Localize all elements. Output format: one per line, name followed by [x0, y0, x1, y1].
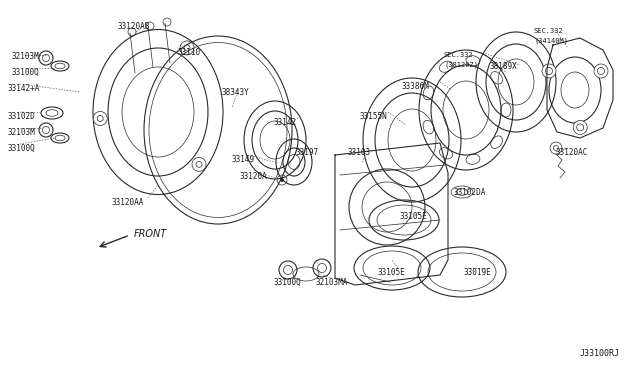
- Text: 33155N: 33155N: [360, 112, 388, 121]
- Text: 38343Y: 38343Y: [222, 88, 250, 97]
- Text: 38189X: 38189X: [490, 62, 518, 71]
- Text: 33100Q: 33100Q: [8, 144, 36, 153]
- Circle shape: [280, 178, 284, 182]
- Text: 32103M: 32103M: [12, 52, 40, 61]
- Text: 33105E: 33105E: [400, 212, 428, 221]
- Text: FRONT: FRONT: [134, 229, 167, 239]
- Text: 33149: 33149: [232, 155, 255, 164]
- Circle shape: [93, 112, 108, 125]
- Text: 32103M: 32103M: [8, 128, 36, 137]
- Circle shape: [192, 157, 206, 171]
- Text: 33019E: 33019E: [464, 268, 492, 277]
- Text: (38120Z): (38120Z): [444, 62, 478, 68]
- Text: SEC.332: SEC.332: [444, 52, 474, 58]
- Text: 33100Q: 33100Q: [274, 278, 301, 287]
- Text: 33102DA: 33102DA: [454, 188, 486, 197]
- Text: J33100RJ: J33100RJ: [580, 349, 620, 358]
- Text: 33110: 33110: [178, 48, 201, 57]
- Text: 33120AB: 33120AB: [118, 22, 150, 31]
- Text: 33100Q: 33100Q: [12, 68, 40, 77]
- Text: 33142: 33142: [274, 118, 297, 127]
- Circle shape: [594, 64, 608, 78]
- Circle shape: [542, 64, 556, 78]
- Text: 33105E: 33105E: [378, 268, 406, 277]
- Text: 33197: 33197: [295, 148, 318, 157]
- Circle shape: [573, 121, 588, 134]
- Text: 33103: 33103: [348, 148, 371, 157]
- Text: 33102D: 33102D: [8, 112, 36, 121]
- Text: (34140M): (34140M): [534, 38, 568, 45]
- Circle shape: [180, 41, 194, 55]
- Text: 33386M: 33386M: [402, 82, 429, 91]
- Text: SEC.332: SEC.332: [534, 28, 564, 34]
- Text: 32103MA: 32103MA: [316, 278, 348, 287]
- Text: 33120AC: 33120AC: [555, 148, 588, 157]
- Text: 33142+A: 33142+A: [8, 84, 40, 93]
- Text: 33120A: 33120A: [240, 172, 268, 181]
- Text: 33120AA: 33120AA: [112, 198, 145, 207]
